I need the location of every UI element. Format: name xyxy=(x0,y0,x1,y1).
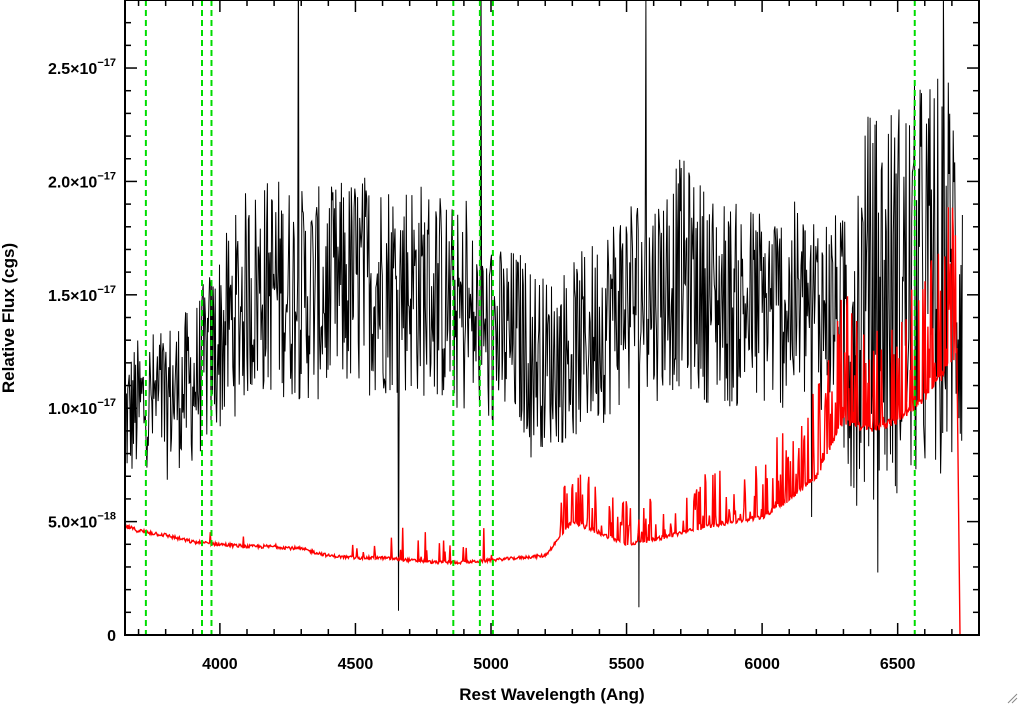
error-spectrum-line xyxy=(125,207,979,635)
x-tick-label: 5500 xyxy=(609,656,645,673)
x-tick-labels: 4000 4500 5000 5500 6000 6500 xyxy=(202,656,915,673)
y-tick-label: 1.0×10−17 xyxy=(48,397,116,418)
x-tick-label: 4000 xyxy=(202,656,238,673)
y-tick-labels: 0 5.0×10−18 1.0×10−17 1.5×10−17 2.0×10−17 2.5… xyxy=(48,57,116,645)
y-tick-label: 5.0×10−18 xyxy=(48,511,116,532)
emission-line-markers xyxy=(144,0,916,635)
y-axis-title: Relative Flux (cgs) xyxy=(0,243,18,393)
y-tick-label: 2.5×10−17 xyxy=(48,57,116,78)
series-layer xyxy=(125,0,979,635)
y-tick-label: 0 xyxy=(107,628,116,645)
x-tick-label: 4500 xyxy=(338,656,374,673)
flux-spectrum-line xyxy=(125,0,963,611)
y-tick-label: 1.5×10−17 xyxy=(48,284,116,305)
x-tick-label: 6000 xyxy=(744,656,780,673)
x-tick-label: 5000 xyxy=(473,656,509,673)
x-axis-title: Rest Wavelength (Ang) xyxy=(459,685,644,704)
y-tick-label: 2.0×10−17 xyxy=(48,170,116,191)
resize-grip-icon[interactable] xyxy=(1006,692,1018,704)
x-tick-label: 6500 xyxy=(880,656,916,673)
axis-ticks xyxy=(125,0,980,636)
